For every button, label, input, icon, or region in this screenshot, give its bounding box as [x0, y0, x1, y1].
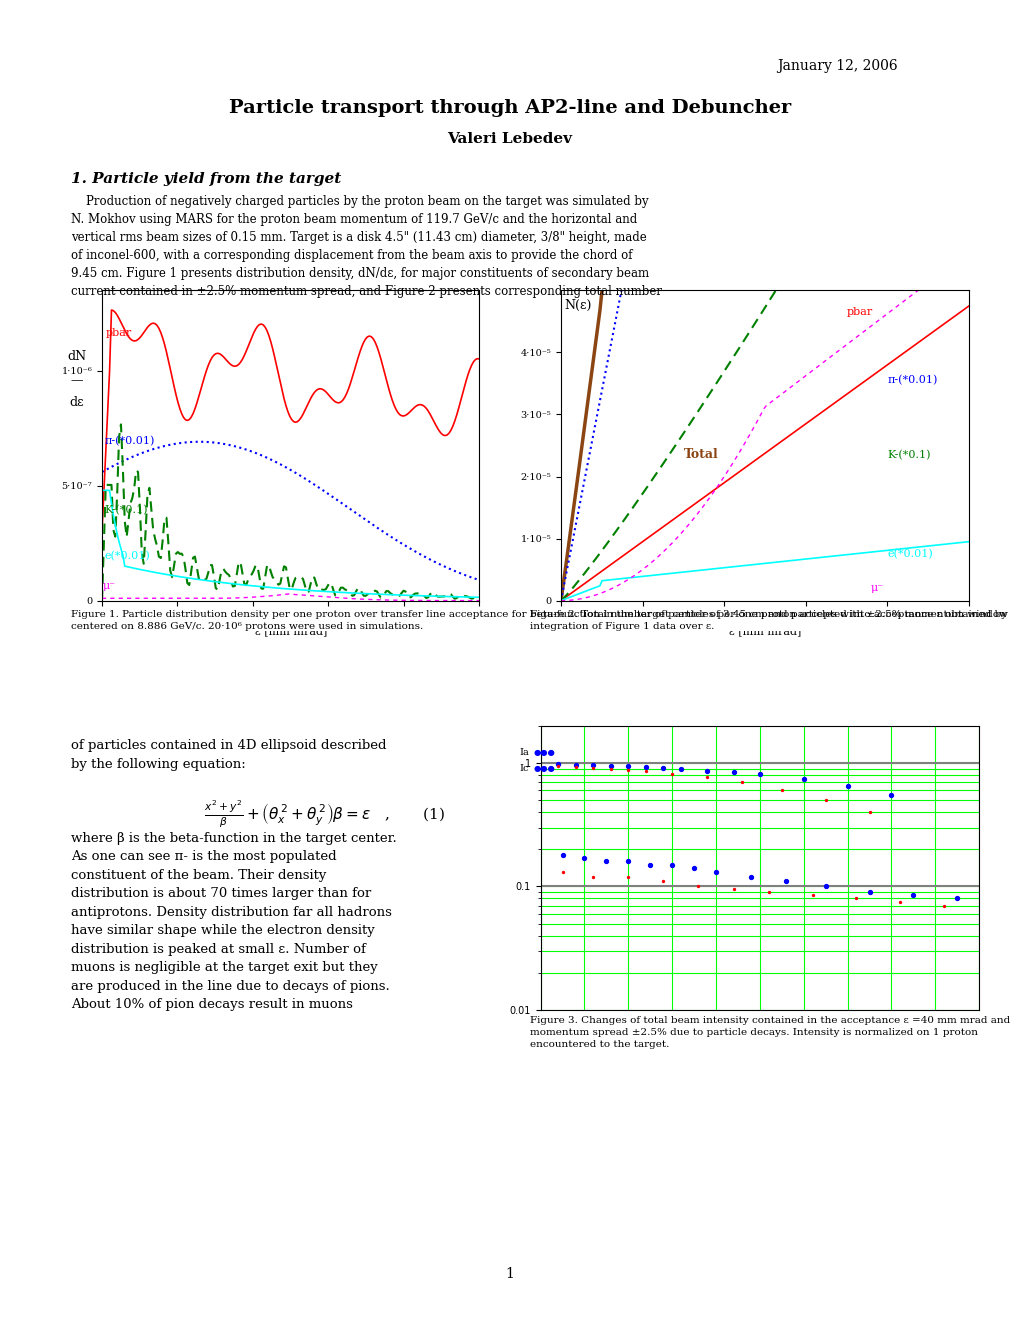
- Point: [620, 756, 636, 777]
- Point: [882, 784, 899, 805]
- Text: $\frac{x^2 + y^2}{\beta} + \left(\theta_x^{\,2} + \theta_y^{\,2}\right)\beta = \: $\frac{x^2 + y^2}{\beta} + \left(\theta_…: [204, 799, 445, 830]
- Point: [751, 763, 767, 784]
- Point: [948, 888, 964, 909]
- Point: [698, 760, 714, 781]
- Point: [860, 882, 876, 903]
- Point: [585, 755, 601, 776]
- Text: ●●●: ●●●: [533, 764, 554, 772]
- Point: [848, 888, 864, 909]
- Point: [567, 756, 583, 777]
- X-axis label: ε [mm mrad]: ε [mm mrad]: [729, 626, 800, 636]
- Point: [777, 871, 794, 892]
- Text: Figure 2. Total number of particles per one proton accepted into acceptance ε ob: Figure 2. Total number of particles per …: [530, 610, 1007, 631]
- Text: ●●●: ●●●: [533, 748, 554, 756]
- Text: dN: dN: [67, 350, 86, 363]
- Text: 1: 1: [505, 1267, 514, 1280]
- Point: [892, 891, 908, 912]
- Text: K-(*0.1): K-(*0.1): [887, 450, 930, 459]
- Text: Valeri Lebedev: Valeri Lebedev: [447, 132, 572, 147]
- Point: [654, 871, 671, 892]
- Text: Ia: Ia: [519, 748, 529, 756]
- Point: [795, 768, 811, 789]
- Point: [637, 760, 653, 781]
- Point: [637, 756, 653, 777]
- Point: [620, 866, 636, 887]
- Point: [773, 780, 790, 801]
- Text: pbar: pbar: [106, 329, 132, 338]
- X-axis label: ε [mm mrad]: ε [mm mrad]: [255, 626, 326, 636]
- Point: [935, 895, 952, 916]
- Point: [554, 845, 571, 866]
- Point: [804, 884, 820, 906]
- Point: [598, 850, 614, 871]
- Text: Production of negatively charged particles by the proton beam on the target was : Production of negatively charged particl…: [71, 195, 661, 298]
- Point: [685, 858, 701, 879]
- Point: [725, 762, 741, 783]
- Text: Total: Total: [683, 447, 717, 461]
- Point: [673, 759, 689, 780]
- Point: [576, 847, 592, 869]
- Point: [549, 754, 566, 775]
- Point: [698, 767, 714, 788]
- Point: [860, 801, 876, 822]
- Point: [905, 884, 921, 906]
- Point: [620, 759, 636, 780]
- Point: [817, 876, 834, 898]
- Point: [817, 789, 834, 810]
- Point: [602, 758, 619, 779]
- Point: [620, 850, 636, 871]
- Point: [760, 882, 776, 903]
- Point: [585, 758, 601, 779]
- Text: —: —: [70, 374, 83, 387]
- Point: [654, 758, 671, 779]
- Point: [642, 854, 658, 875]
- Point: [725, 879, 741, 900]
- Point: [707, 862, 723, 883]
- Text: Figure 3. Changes of total beam intensity contained in the acceptance ε =40 mm m: Figure 3. Changes of total beam intensit…: [530, 1016, 1010, 1049]
- Point: [549, 755, 566, 776]
- Text: Figure 1. Particle distribution density per one proton over transfer line accept: Figure 1. Particle distribution density …: [71, 610, 1008, 631]
- Text: μ⁻: μ⁻: [870, 583, 883, 593]
- Text: Particle transport through AP2-line and Debuncher: Particle transport through AP2-line and …: [228, 99, 791, 117]
- Text: K-(*0.1): K-(*0.1): [104, 506, 148, 515]
- Point: [742, 866, 758, 887]
- Text: π-(*0.01): π-(*0.01): [105, 436, 155, 446]
- Text: pbar: pbar: [846, 308, 872, 317]
- Text: January 12, 2006: January 12, 2006: [776, 59, 897, 74]
- Point: [663, 763, 680, 784]
- Text: π-(*0.01): π-(*0.01): [887, 375, 936, 385]
- Point: [690, 876, 706, 898]
- Point: [567, 754, 583, 775]
- Text: μ⁻: μ⁻: [103, 581, 116, 591]
- Text: of particles contained in 4D ellipsoid described
by the following equation:: of particles contained in 4D ellipsoid d…: [71, 739, 386, 771]
- Point: [585, 866, 601, 887]
- Point: [554, 862, 571, 883]
- Point: [602, 755, 619, 776]
- Text: Ic: Ic: [520, 764, 529, 772]
- Point: [839, 776, 855, 797]
- Text: e(*0.01): e(*0.01): [104, 550, 150, 561]
- Text: dε: dε: [69, 396, 84, 409]
- Text: where β is the beta-function in the target center.
As one can see π- is the most: where β is the beta-function in the targ…: [71, 832, 396, 1011]
- Point: [734, 772, 750, 793]
- Point: [663, 854, 680, 875]
- Text: 1. Particle yield from the target: 1. Particle yield from the target: [71, 172, 341, 186]
- Text: e(*0.01): e(*0.01): [887, 549, 932, 560]
- Text: N(ε): N(ε): [564, 300, 591, 312]
